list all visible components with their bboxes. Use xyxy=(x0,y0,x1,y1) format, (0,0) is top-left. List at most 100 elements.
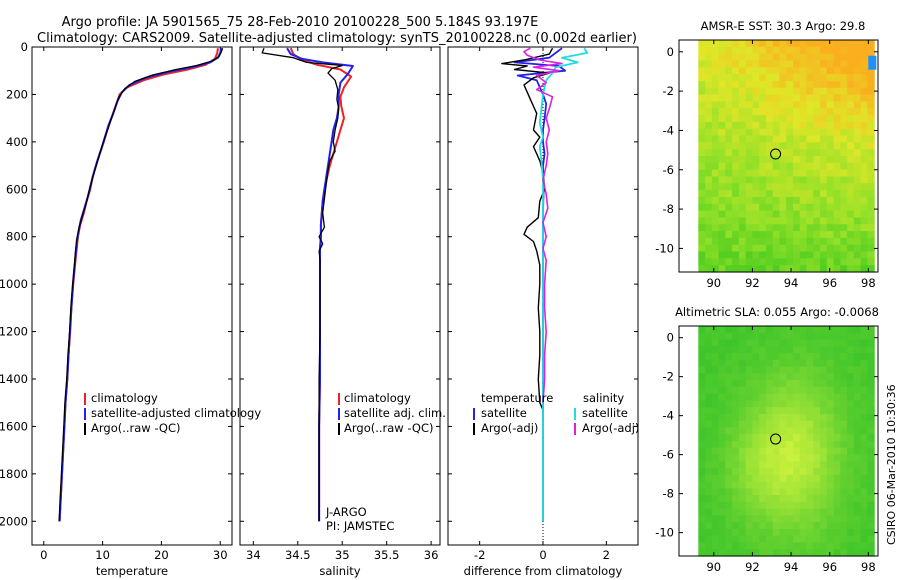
map-cell xyxy=(718,60,726,68)
map-cell xyxy=(772,400,781,408)
map-cell xyxy=(806,196,814,205)
map-cell xyxy=(738,380,747,388)
map-cell xyxy=(833,67,841,75)
map-cell xyxy=(833,488,841,496)
map-cell xyxy=(711,400,720,408)
map-cell xyxy=(820,251,828,259)
map-cell xyxy=(752,373,760,381)
map-cell xyxy=(705,217,713,225)
map-cell xyxy=(799,549,808,557)
map-cell xyxy=(725,407,733,415)
map-cell xyxy=(725,447,733,456)
float-position-marker xyxy=(770,433,782,445)
map-cell xyxy=(833,474,841,483)
map-cell xyxy=(813,231,821,239)
map-cell xyxy=(738,353,747,361)
map-cell xyxy=(840,101,848,109)
map-cell xyxy=(860,115,868,123)
map-cell xyxy=(799,528,808,537)
map-cell xyxy=(867,380,875,388)
series-line-climatology xyxy=(58,48,219,522)
map-cell xyxy=(752,468,760,476)
map-cell xyxy=(718,413,726,422)
map-cell xyxy=(806,203,814,212)
map-cell xyxy=(732,258,740,266)
map-cell xyxy=(806,135,814,143)
map-cell xyxy=(847,326,855,334)
y-tick-label: -2 xyxy=(663,370,674,384)
map-cell xyxy=(786,244,794,253)
map-cell xyxy=(705,101,713,109)
map-cell xyxy=(847,176,855,184)
map-cell xyxy=(792,434,801,442)
map-cell xyxy=(725,128,733,137)
map-cell xyxy=(711,549,720,557)
map-cell xyxy=(786,128,794,137)
map-cell xyxy=(759,501,767,510)
map-cell xyxy=(833,535,841,544)
map-cell xyxy=(806,420,814,429)
map-cell xyxy=(779,420,787,429)
map-cell xyxy=(752,326,760,334)
map-cell xyxy=(860,217,868,225)
map-cell xyxy=(772,359,781,368)
map-cell xyxy=(792,231,801,239)
map-cell xyxy=(806,393,814,402)
map-cell xyxy=(806,237,814,246)
map-cell xyxy=(826,427,835,435)
map-cell xyxy=(792,224,801,232)
map-cell xyxy=(826,203,835,212)
map-cell xyxy=(752,501,760,510)
map-cell xyxy=(732,87,740,96)
map-cell xyxy=(718,258,726,266)
map-cell xyxy=(745,217,754,225)
map-cell xyxy=(792,196,801,205)
map-cell xyxy=(792,380,801,388)
map-cell xyxy=(833,224,841,232)
map-cell xyxy=(745,488,754,496)
map-cell xyxy=(705,481,713,489)
map-cell xyxy=(772,441,781,449)
map-cell xyxy=(759,326,767,334)
map-cell xyxy=(840,176,848,184)
map-cell xyxy=(772,447,781,456)
map-cell xyxy=(738,149,747,157)
map-cell xyxy=(840,488,848,496)
map-cell xyxy=(725,67,733,75)
map-cell xyxy=(759,508,767,517)
map-cell xyxy=(738,67,747,75)
map-cell xyxy=(840,366,848,374)
map-cell xyxy=(772,413,781,422)
float-program-label: J-ARGO xyxy=(325,505,367,519)
map-cell xyxy=(840,380,848,388)
map-cell xyxy=(765,128,774,137)
map-cell xyxy=(745,169,754,178)
map-cell xyxy=(847,508,855,517)
map-cell xyxy=(813,196,821,205)
map-cell xyxy=(718,237,726,246)
map-cell xyxy=(765,495,774,503)
map-cell xyxy=(833,258,841,266)
map-cell xyxy=(786,501,794,510)
map-cell xyxy=(745,441,754,449)
map-cell xyxy=(711,251,720,259)
map-cell xyxy=(745,156,754,164)
map-cell xyxy=(711,74,720,82)
map-cell xyxy=(759,121,767,130)
map-cell xyxy=(786,46,794,55)
map-cell xyxy=(718,501,726,510)
map-cell xyxy=(792,420,801,429)
map-cell xyxy=(786,380,794,388)
map-cell xyxy=(847,87,855,96)
map-cell xyxy=(799,447,808,456)
map-cell xyxy=(820,121,828,130)
x-tick-label: 30 xyxy=(213,548,228,562)
map-cell xyxy=(718,346,726,354)
map-cell xyxy=(759,128,767,137)
map-cell xyxy=(765,176,774,184)
map-cell xyxy=(779,108,787,116)
series-line-argo-raw-qc- xyxy=(261,47,343,522)
map-cell xyxy=(732,217,740,225)
map-cell xyxy=(752,169,760,178)
